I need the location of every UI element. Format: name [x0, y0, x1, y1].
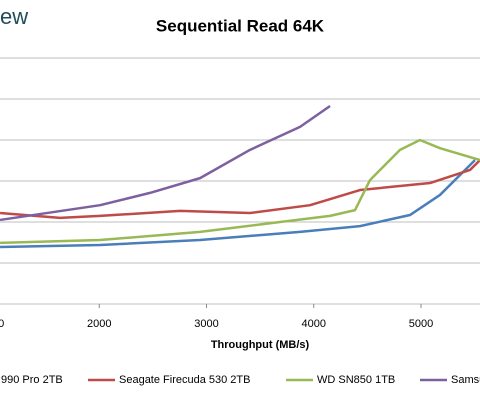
- legend-label: Samsu: [451, 374, 480, 386]
- x-tick-label: 1000: [0, 318, 4, 330]
- series-line: [0, 159, 476, 249]
- brand: ew: [0, 4, 28, 29]
- legend-label: 990 Pro 2TB: [1, 374, 63, 386]
- x-tick-label: 5000: [409, 318, 433, 330]
- x-axis-label: Throughput (MB/s): [211, 339, 310, 351]
- x-tick-label: 4000: [302, 318, 326, 330]
- series-line: [0, 159, 480, 220]
- chart-title: Sequential Read 64K: [156, 16, 325, 35]
- series-line: [0, 138, 480, 245]
- x-tick-label: 2000: [87, 318, 111, 330]
- legend-label: Seagate Firecuda 530 2TB: [119, 374, 250, 386]
- series-line: [0, 104, 331, 222]
- legend-label: WD SN850 1TB: [317, 374, 395, 386]
- x-tick-label: 3000: [194, 318, 218, 330]
